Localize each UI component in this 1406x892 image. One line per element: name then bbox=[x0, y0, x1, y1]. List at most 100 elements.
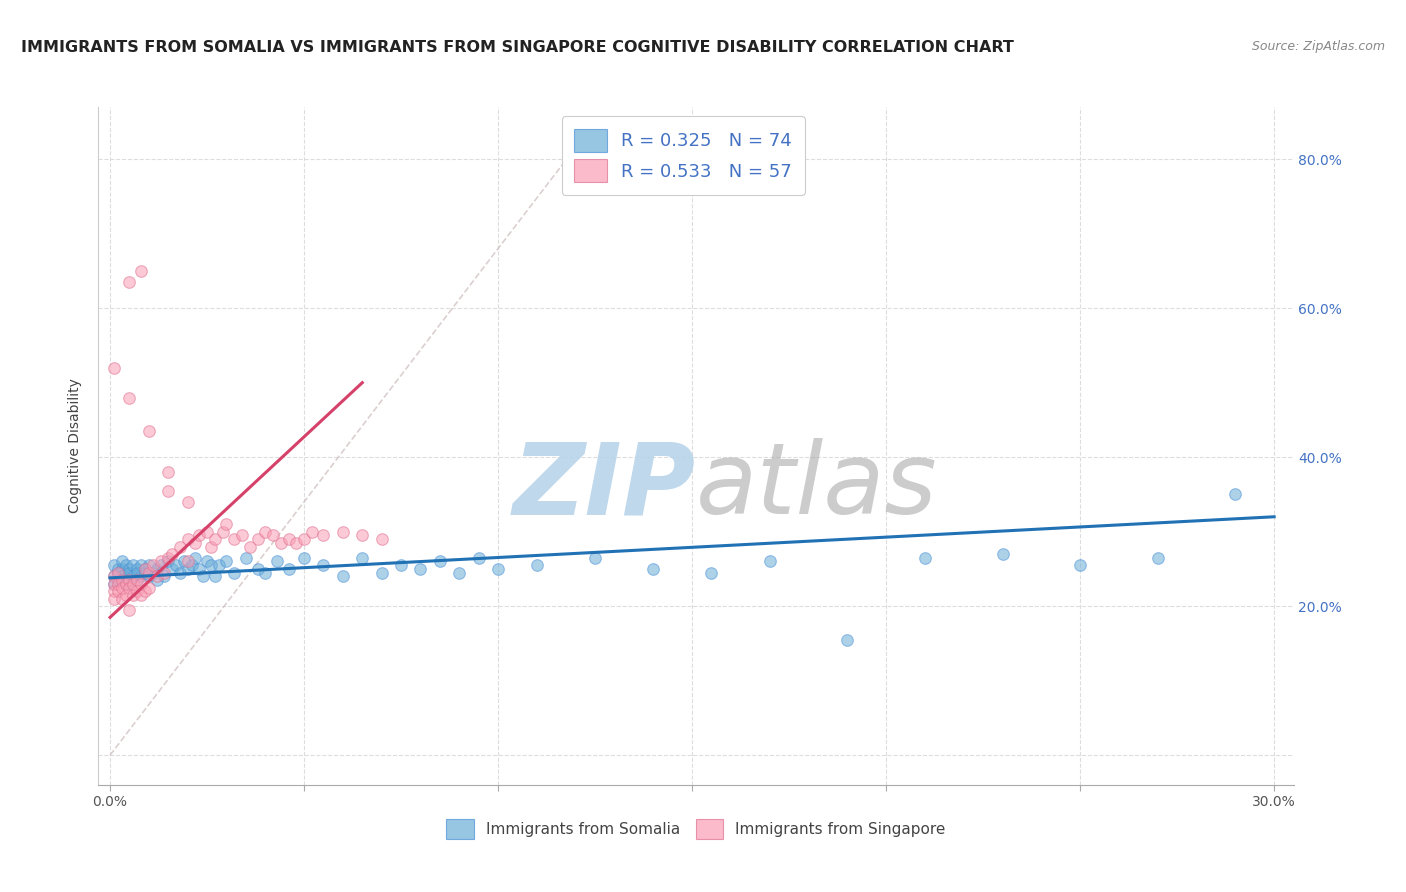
Point bbox=[486, 562, 509, 576]
Point bbox=[127, 584, 149, 599]
Point bbox=[332, 569, 354, 583]
Point bbox=[114, 577, 136, 591]
Point bbox=[195, 554, 218, 568]
Point bbox=[246, 562, 269, 576]
Point bbox=[138, 424, 160, 438]
Point bbox=[114, 558, 136, 573]
Point bbox=[107, 573, 129, 587]
Point bbox=[157, 483, 180, 498]
Point bbox=[160, 562, 183, 576]
Point bbox=[292, 550, 315, 565]
Point bbox=[134, 566, 156, 580]
Point bbox=[138, 558, 160, 573]
Point bbox=[103, 569, 125, 583]
Point bbox=[224, 566, 246, 580]
Point bbox=[208, 558, 231, 573]
Point bbox=[254, 524, 277, 539]
Point bbox=[254, 566, 277, 580]
Point bbox=[169, 540, 191, 554]
Point bbox=[153, 569, 176, 583]
Point bbox=[1146, 550, 1168, 565]
Point bbox=[134, 584, 156, 599]
Point bbox=[153, 566, 176, 580]
Point bbox=[103, 558, 125, 573]
Point bbox=[165, 558, 187, 573]
Point bbox=[107, 562, 129, 576]
Point bbox=[138, 581, 160, 595]
Point bbox=[118, 573, 141, 587]
Point bbox=[215, 517, 238, 532]
Point bbox=[111, 573, 134, 587]
Point bbox=[200, 558, 222, 573]
Point bbox=[149, 558, 172, 573]
Point bbox=[145, 562, 167, 576]
Point bbox=[145, 573, 167, 587]
Point bbox=[215, 554, 238, 568]
Point bbox=[149, 554, 172, 568]
Point bbox=[239, 540, 262, 554]
Point bbox=[127, 573, 149, 587]
Point bbox=[157, 554, 180, 568]
Point bbox=[352, 528, 374, 542]
Point bbox=[157, 550, 180, 565]
Point bbox=[118, 581, 141, 595]
Point bbox=[643, 562, 665, 576]
Point bbox=[129, 569, 152, 583]
Point bbox=[122, 558, 145, 573]
Point bbox=[370, 566, 392, 580]
Point bbox=[1069, 558, 1091, 573]
Point bbox=[700, 566, 723, 580]
Point bbox=[169, 566, 191, 580]
Point bbox=[173, 554, 195, 568]
Point bbox=[176, 554, 198, 568]
Point bbox=[277, 562, 299, 576]
Point bbox=[292, 532, 315, 546]
Point bbox=[111, 581, 134, 595]
Point bbox=[193, 569, 215, 583]
Point bbox=[200, 540, 222, 554]
Point bbox=[270, 536, 292, 550]
Point bbox=[138, 569, 160, 583]
Point bbox=[204, 532, 226, 546]
Point bbox=[157, 465, 180, 479]
Point bbox=[103, 577, 125, 591]
Point bbox=[991, 547, 1014, 561]
Point bbox=[1225, 487, 1247, 501]
Point bbox=[160, 547, 183, 561]
Point bbox=[103, 360, 125, 375]
Point bbox=[583, 550, 606, 565]
Point bbox=[142, 566, 165, 580]
Point bbox=[312, 528, 335, 542]
Point bbox=[107, 566, 129, 580]
Text: atlas: atlas bbox=[696, 438, 938, 535]
Y-axis label: Cognitive Disability: Cognitive Disability bbox=[69, 378, 83, 514]
Point bbox=[409, 562, 432, 576]
Point bbox=[389, 558, 412, 573]
Point bbox=[211, 524, 233, 539]
Point bbox=[176, 562, 198, 576]
Point bbox=[127, 573, 149, 587]
Text: Source: ZipAtlas.com: Source: ZipAtlas.com bbox=[1251, 40, 1385, 54]
Point bbox=[118, 603, 141, 617]
Point bbox=[118, 566, 141, 580]
Point bbox=[429, 554, 451, 568]
Point bbox=[285, 536, 308, 550]
Point bbox=[114, 566, 136, 580]
Point bbox=[114, 577, 136, 591]
Point bbox=[127, 566, 149, 580]
Point bbox=[235, 550, 257, 565]
Point bbox=[129, 588, 152, 602]
Point bbox=[122, 569, 145, 583]
Point bbox=[312, 558, 335, 573]
Point bbox=[145, 569, 167, 583]
Point bbox=[129, 558, 152, 573]
Point bbox=[467, 550, 489, 565]
Point bbox=[107, 584, 129, 599]
Point bbox=[837, 632, 859, 647]
Point bbox=[914, 550, 936, 565]
Point bbox=[277, 532, 299, 546]
Point bbox=[118, 573, 141, 587]
Text: ZIP: ZIP bbox=[513, 438, 696, 535]
Point bbox=[138, 566, 160, 580]
Point bbox=[449, 566, 471, 580]
